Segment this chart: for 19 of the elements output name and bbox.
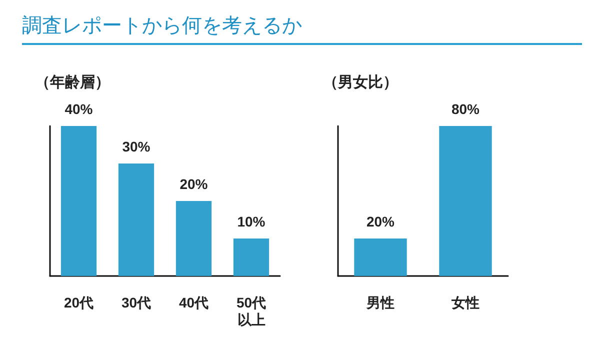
bar bbox=[233, 238, 270, 276]
bar bbox=[176, 201, 212, 276]
chart-subtitle: （年齢層） bbox=[35, 74, 110, 91]
chart-title: 調査レポートから何を考えるか bbox=[22, 12, 582, 45]
x-tick-label: 女性 bbox=[450, 294, 480, 310]
data-label: 20% bbox=[180, 176, 208, 192]
data-label: 80% bbox=[451, 101, 480, 117]
data-label: 10% bbox=[237, 214, 266, 230]
chart-subtitle: （男女比） bbox=[323, 74, 398, 91]
x-tick-label: 男性 bbox=[366, 294, 394, 310]
x-tick-label: 40代 bbox=[178, 294, 209, 310]
x-tick-label: 30代 bbox=[121, 294, 152, 310]
bar bbox=[118, 164, 154, 276]
x-tick-label: 20代 bbox=[64, 294, 94, 310]
data-label: 30% bbox=[122, 138, 151, 154]
data-label: 40% bbox=[64, 101, 94, 117]
bar bbox=[60, 126, 97, 276]
x-tick-label: 50代以上 bbox=[236, 294, 266, 328]
data-label: 20% bbox=[366, 214, 396, 230]
